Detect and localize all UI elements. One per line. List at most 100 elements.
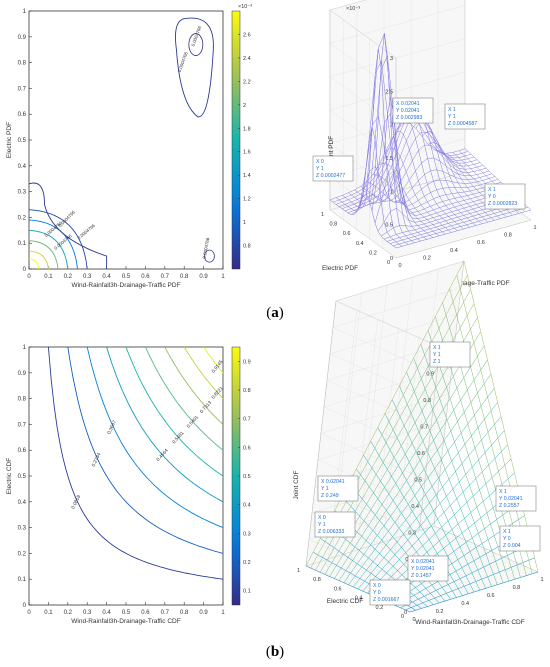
grid-line [317, 419, 447, 461]
grid-line [329, 143, 397, 192]
colorbar-tick-label: 1.6 [243, 150, 251, 156]
x-tick-label: 0.6 [477, 240, 485, 246]
y-tick-label: 1 [297, 568, 300, 574]
colorbar [231, 10, 241, 270]
datatip-y: Y 1 [316, 166, 324, 172]
grid-line [335, 260, 465, 302]
y-tick-label: 0.4 [18, 500, 27, 506]
y-tick-label: 0.2 [369, 250, 377, 256]
z-tick-label: 0.5 [385, 223, 393, 229]
grid-line [308, 539, 414, 586]
y-tick-label: 0.6 [18, 448, 27, 454]
mesh-line [463, 260, 539, 573]
mesh-line [399, 385, 486, 589]
y-tick-label: 0.4 [355, 596, 363, 602]
y-tick-label: 0.5 [18, 138, 27, 144]
datatip-box [444, 103, 486, 130]
datatip-y: Y 0 [373, 590, 381, 596]
mesh-line [420, 344, 504, 583]
y-tick-label: 0.2 [18, 215, 27, 221]
datatip-y: Y 0 [488, 194, 496, 200]
x-tick-label: 0.4 [461, 601, 469, 607]
y-tick-label: 0.1 [18, 241, 27, 247]
datatip-box [317, 475, 359, 502]
y-tick-label: 0.8 [18, 397, 27, 403]
y-tick-label: 0.6 [18, 112, 27, 118]
datatip-x: X 0 [316, 159, 324, 165]
y-tick-label: 0.5 [18, 474, 27, 480]
mesh-line [329, 122, 466, 201]
mesh-line [347, 131, 484, 214]
y-tick-label: 0.8 [330, 222, 338, 228]
datatip: X 1Y 0Z 0.004 [499, 525, 541, 552]
x-tick-label: 0.3 [83, 274, 92, 280]
contour-line [28, 229, 69, 270]
grid-line [329, 109, 397, 159]
datatip-z: Z 0.2557 [499, 503, 520, 509]
x-axis-label: Wind-Rainfall3h-Drainage-Traffic CDF [415, 619, 524, 626]
colorbar-tick-label: 2.4 [243, 56, 251, 62]
x-tick-label: 0.6 [487, 593, 495, 599]
grid-line [320, 433, 426, 480]
y-tick-label: 1 [23, 345, 27, 351]
contour-line [203, 346, 224, 374]
datatip-y: Y 0 [503, 536, 511, 542]
datatip-box [369, 579, 411, 606]
contour-label: 0.0818 [70, 494, 82, 510]
datatip: X 1Y 1Z 1 [429, 341, 471, 368]
y-tick-label: 0.2 [376, 605, 384, 611]
grid-line [329, 43, 397, 92]
colorbar-tick-label: 0.1 [243, 589, 251, 595]
y-tick-label: 0.6 [334, 586, 342, 592]
x-tick-label: 0.2 [423, 255, 431, 261]
grid-line [329, 76, 397, 125]
grid-line [329, 5, 466, 44]
colorbar-tick-label: 0.4 [243, 503, 251, 509]
x-tick-label: 0.4 [102, 274, 111, 280]
contour-line [86, 346, 224, 529]
z-tick-label: 0.3 [408, 531, 416, 537]
grid-line [332, 327, 438, 374]
datatip-x: X 0.02041 [411, 559, 435, 565]
y-tick-label: 0.8 [18, 61, 27, 67]
y-tick-label: 0.9 [18, 35, 27, 41]
x-tick-label: 0.7 [161, 610, 170, 616]
datatip-x: X 1 [488, 187, 496, 193]
x-tick-label: 0 [398, 263, 401, 269]
y-tick-label: 0 [401, 614, 404, 620]
x-tick-label: 0.6 [141, 610, 150, 616]
contour-label: 0.0004766 [202, 237, 211, 259]
a-contour-plot: 0 0.1 0.2 0.3 0.4 0.5 0.6 0.7 0.8 0.9 1 0 0.1 0.2 0.3 0… [6, 4, 252, 289]
mesh-line [343, 373, 492, 583]
x-tick-label: 0.9 [199, 610, 208, 616]
mesh-line [359, 115, 496, 205]
x-tick-label: 0 [412, 617, 415, 623]
x-tick-label: 0.6 [141, 274, 150, 280]
datatip-y: Y 1 [448, 114, 456, 120]
y-axis-label: Electric PDF [322, 265, 358, 272]
grid-line [323, 366, 453, 408]
contour-line [183, 346, 224, 399]
contour-label: 0.2734 [91, 452, 103, 468]
grid-line [329, 209, 397, 259]
contour-line [28, 250, 49, 270]
x-tick-label: 1 [221, 274, 225, 280]
datatip: X 1Y 1Z 0.0004587 [444, 103, 486, 130]
contour-line [47, 346, 224, 580]
panel-label-b: (b) [265, 644, 285, 660]
grid-line [329, 105, 466, 144]
x-tick-label: 0.1 [44, 274, 53, 280]
colorbar-tick-label: 1.4 [243, 173, 251, 179]
grid-line [329, 38, 466, 77]
grid-line [335, 300, 441, 348]
x-tick-label: 0.8 [513, 585, 521, 591]
y-tick-label: 0.3 [18, 190, 27, 196]
datatip-z: Z 1 [433, 359, 441, 365]
mesh-line [428, 142, 495, 221]
colorbar-tick-label: 0.8 [243, 388, 251, 394]
colorbar-tick-label: 2.6 [243, 32, 251, 38]
grid-line [329, 0, 367, 11]
x-tick-label: 0.5 [122, 274, 131, 280]
x-tick-label: 1 [533, 225, 536, 231]
